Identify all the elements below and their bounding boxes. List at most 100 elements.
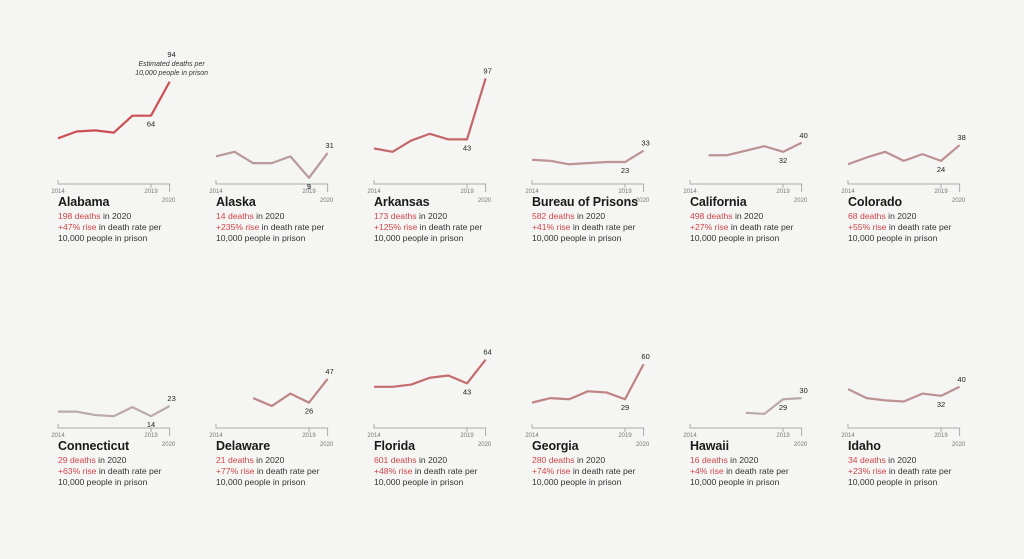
rate-text-2: 10,000 people in prison bbox=[58, 233, 148, 243]
rate-text-2: 10,000 people in prison bbox=[216, 233, 306, 243]
label-2020: 47 bbox=[325, 367, 333, 376]
deaths-count: 280 bbox=[532, 455, 547, 465]
rise-line: +55% rise in death rate per bbox=[848, 222, 1008, 233]
rise-percent: +125% bbox=[374, 222, 401, 232]
x-tick-label: 2014 bbox=[525, 433, 539, 439]
deaths-line: 498 deaths in 2020 bbox=[690, 211, 850, 222]
x-axis bbox=[689, 180, 803, 192]
x-axis bbox=[847, 180, 961, 192]
rate-text-2: 10,000 people in prison bbox=[374, 477, 464, 487]
deaths-suffix: deaths bbox=[69, 455, 96, 465]
label-2020: 30 bbox=[799, 386, 807, 395]
x-tick-label: 2020 bbox=[320, 442, 334, 448]
label-2019: 43 bbox=[463, 143, 471, 152]
label-2019: 26 bbox=[305, 407, 313, 416]
rise-suffix: rise bbox=[556, 466, 571, 476]
rise-percent: +4% bbox=[690, 466, 708, 476]
label-2019: 32 bbox=[937, 400, 945, 409]
rate-text: in death rate per bbox=[419, 222, 483, 232]
x-tick-label: 2014 bbox=[367, 433, 381, 439]
x-tick-label: 2019 bbox=[460, 189, 474, 195]
x-axis bbox=[531, 180, 645, 192]
panel-title: Alaska bbox=[216, 195, 256, 209]
rise-suffix: rise bbox=[709, 466, 724, 476]
series-line bbox=[531, 149, 645, 166]
x-tick-label: 2014 bbox=[209, 189, 223, 195]
panel-title: Georgia bbox=[532, 439, 579, 453]
x-tick-label: 2014 bbox=[51, 189, 65, 195]
rate-text-2: 10,000 people in prison bbox=[690, 477, 780, 487]
x-tick-label: 2014 bbox=[683, 433, 697, 439]
deaths-count: 601 bbox=[374, 455, 389, 465]
label-2019: 14 bbox=[147, 420, 155, 429]
x-tick-label: 2014 bbox=[841, 433, 855, 439]
line-chart: 2014 2019 2020 43 64 bbox=[367, 348, 492, 448]
deaths-suffix: deaths bbox=[701, 455, 728, 465]
deaths-count: 34 bbox=[848, 455, 858, 465]
deaths-count: 582 bbox=[532, 211, 547, 221]
panel-info: Alaska 14 deaths in 2020 +235% rise in d… bbox=[216, 195, 376, 244]
rise-percent: +55% bbox=[848, 222, 871, 232]
rise-line: +41% rise in death rate per bbox=[532, 222, 692, 233]
line-chart: 2014 2019 2020 23 33 bbox=[525, 139, 650, 204]
x-tick-label: 2019 bbox=[776, 433, 790, 439]
deaths-count: 498 bbox=[690, 211, 705, 221]
deaths-count: 21 bbox=[216, 455, 226, 465]
rate-text: in death rate per bbox=[726, 466, 789, 476]
series-line bbox=[58, 405, 171, 418]
line-chart: 2014 2019 2020 9 31 bbox=[209, 141, 334, 204]
panel-title: Arkansas bbox=[374, 195, 430, 209]
rate-text: in death rate per bbox=[888, 466, 952, 476]
x-tick-label: 2020 bbox=[794, 198, 808, 204]
rate-text-2: 10,000 people in prison bbox=[532, 477, 622, 487]
deaths-count: 68 bbox=[848, 211, 858, 221]
x-tick-label: 2019 bbox=[618, 433, 632, 439]
x-tick-label: 2020 bbox=[320, 198, 334, 204]
in-year: in 2020 bbox=[730, 455, 759, 465]
x-tick-label: 2014 bbox=[367, 189, 381, 195]
panel-info: Colorado 68 deaths in 2020 +55% rise in … bbox=[848, 195, 1008, 244]
deaths-line: 280 deaths in 2020 bbox=[532, 455, 692, 466]
deaths-line: 601 deaths in 2020 bbox=[374, 455, 534, 466]
line-chart: 2014 2019 2020 29 60 bbox=[525, 352, 650, 448]
x-axis bbox=[57, 180, 171, 192]
in-year: in 2020 bbox=[576, 211, 606, 221]
x-tick-label: 2020 bbox=[478, 198, 492, 204]
rise-percent: +27% bbox=[690, 222, 713, 232]
panel-title: Connecticut bbox=[58, 439, 130, 453]
x-tick-label: 2014 bbox=[841, 189, 855, 195]
deaths-line: 29 deaths in 2020 bbox=[58, 455, 218, 466]
rise-suffix: rise bbox=[240, 466, 255, 476]
line-chart: 2014 2019 2020 64 94 Estimated deaths per 10,0… bbox=[51, 50, 208, 204]
label-2019: 29 bbox=[621, 403, 629, 412]
rise-line: +235% rise in death rate per bbox=[216, 222, 376, 233]
x-axis bbox=[373, 424, 487, 436]
x-tick-label: 2020 bbox=[952, 198, 966, 204]
in-year: in 2020 bbox=[418, 211, 448, 221]
panel-title: Colorado bbox=[848, 195, 903, 209]
deaths-suffix: deaths bbox=[390, 455, 417, 465]
label-2020: 23 bbox=[167, 394, 175, 403]
x-axis bbox=[689, 424, 803, 436]
series-line bbox=[374, 359, 487, 388]
series-line bbox=[531, 363, 645, 404]
panel-title: Bureau of Prisons bbox=[532, 195, 638, 209]
deaths-line: 198 deaths in 2020 bbox=[58, 211, 218, 222]
x-tick-label: 2014 bbox=[525, 189, 539, 195]
line-chart: 2014 2019 2020 14 23 bbox=[51, 394, 176, 448]
x-axis bbox=[215, 424, 329, 436]
series-line bbox=[252, 378, 329, 408]
line-chart: 2014 2019 2020 32 40 bbox=[683, 131, 808, 204]
rise-suffix: rise bbox=[82, 466, 97, 476]
x-tick-label: 2014 bbox=[209, 433, 223, 439]
annotation: Estimated deaths per bbox=[139, 61, 206, 68]
rate-text: in death rate per bbox=[572, 466, 636, 476]
x-tick-label: 2020 bbox=[162, 442, 176, 448]
label-2020: 31 bbox=[325, 141, 333, 150]
x-tick-label: 2020 bbox=[162, 198, 176, 204]
rise-line: +23% rise in death rate per bbox=[848, 466, 1008, 477]
rate-text: in death rate per bbox=[572, 222, 636, 232]
deaths-suffix: deaths bbox=[706, 211, 733, 221]
line-chart: 2014 2019 2020 43 97 bbox=[367, 66, 492, 204]
rise-line: +47% rise in death rate per bbox=[58, 222, 218, 233]
